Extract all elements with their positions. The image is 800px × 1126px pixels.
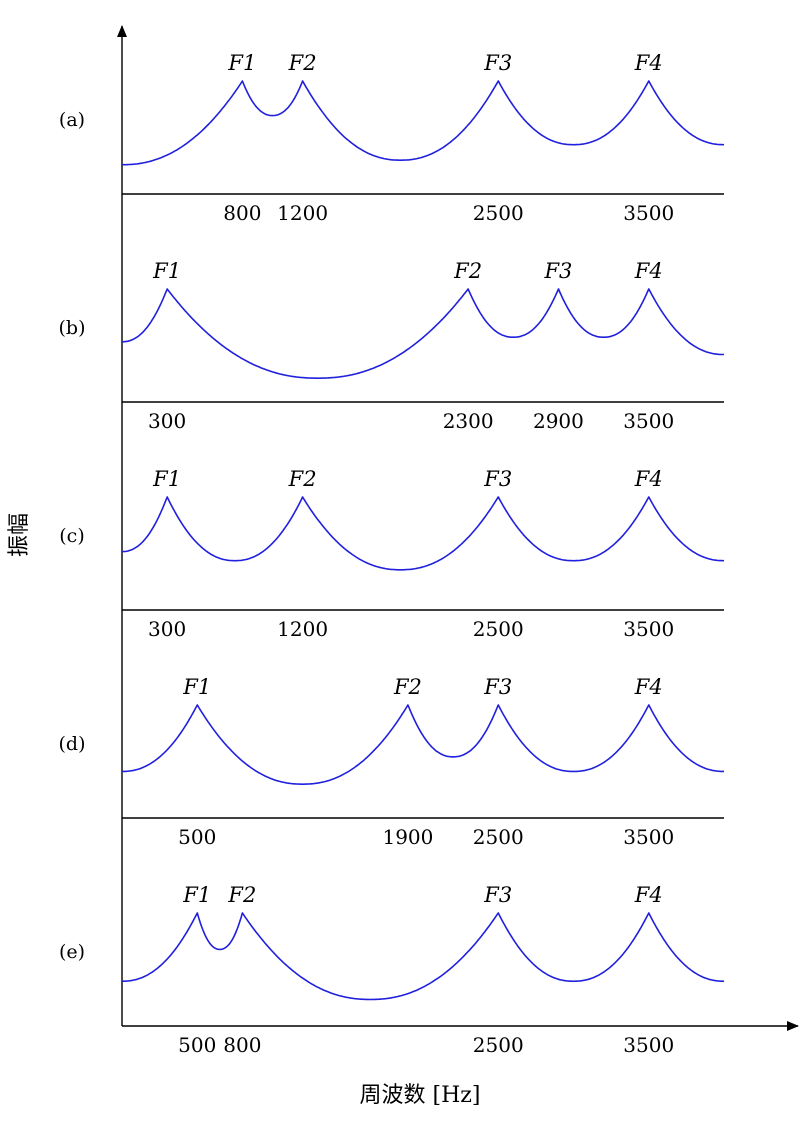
- spectrum-curve: [121, 912, 725, 1001]
- tick-label: 800: [223, 1033, 261, 1057]
- tick-label: 800: [223, 201, 261, 225]
- y-axis-title: 振幅: [7, 513, 32, 557]
- x-axis-title: 周波数 [Hz]: [360, 1083, 481, 1108]
- formant-label-f1: F1: [227, 51, 256, 75]
- panel-label: (c): [59, 525, 84, 547]
- tick-label: 2500: [473, 617, 524, 641]
- tick-label: 500: [178, 1033, 216, 1057]
- tick-label: 500: [178, 825, 216, 849]
- formant-label-f4: F4: [634, 467, 663, 491]
- tick-label: 2900: [533, 409, 584, 433]
- tick-label: 1200: [277, 617, 328, 641]
- formant-label-f2: F2: [453, 259, 482, 283]
- formant-label-f1: F1: [152, 259, 181, 283]
- tick-label: 3500: [623, 1033, 674, 1057]
- formant-label-f3: F3: [483, 467, 512, 491]
- tick-label: 1900: [382, 825, 433, 849]
- formant-label-f2: F2: [227, 883, 256, 907]
- tick-label: 300: [148, 617, 186, 641]
- spectrum-curve: [122, 80, 724, 166]
- panel-b: (b) F1 F2 F3 F4 300 2300 2900 3500: [59, 259, 724, 433]
- tick-label: 3500: [623, 201, 674, 225]
- formant-label-f1: F1: [182, 675, 211, 699]
- formant-label-f3: F3: [543, 259, 572, 283]
- panel-label: (b): [59, 317, 86, 339]
- formant-label-f1: F1: [182, 883, 211, 907]
- formant-label-f2: F2: [393, 675, 422, 699]
- spectrum-curve: [122, 288, 724, 379]
- tick-label: 3500: [623, 409, 674, 433]
- formant-label-f4: F4: [634, 675, 663, 699]
- tick-label: 2500: [473, 825, 524, 849]
- panel-label: (e): [59, 941, 85, 963]
- tick-label: 1200: [277, 201, 328, 225]
- tick-label: 3500: [623, 825, 674, 849]
- panels-group: (a) F1 F2 F3 F4 800 1200 2500 3500 (b) F1 F2 F3 F4 300…: [59, 51, 725, 1057]
- tick-label: 2500: [473, 201, 524, 225]
- tick-label: 300: [148, 409, 186, 433]
- panel-a: (a) F1 F2 F3 F4 800 1200 2500 3500: [59, 51, 724, 225]
- panel-c: (c) F1 F2 F3 F4 300 1200 2500 3500: [59, 467, 724, 641]
- formant-label-f4: F4: [634, 51, 663, 75]
- formant-label-f4: F4: [634, 259, 663, 283]
- formant-label-f3: F3: [483, 675, 512, 699]
- panel-d: (d) F1 F2 F3 F4 500 1900 2500 3500: [59, 675, 724, 849]
- formant-label-f2: F2: [288, 467, 317, 491]
- formant-label-f3: F3: [483, 51, 512, 75]
- spectrum-curve: [122, 496, 724, 571]
- formant-label-f4: F4: [634, 883, 663, 907]
- spectrum-curve: [122, 704, 724, 785]
- formant-label-f2: F2: [288, 51, 317, 75]
- panel-label: (a): [59, 109, 85, 131]
- tick-label: 3500: [623, 617, 674, 641]
- formant-label-f1: F1: [152, 467, 181, 491]
- panel-label: (d): [59, 733, 86, 755]
- tick-label: 2500: [473, 1033, 524, 1057]
- tick-label: 2300: [443, 409, 494, 433]
- formant-label-f3: F3: [483, 883, 512, 907]
- panel-e: (e) F1 F2 F3 F4 500 800 2500 3500: [59, 883, 725, 1057]
